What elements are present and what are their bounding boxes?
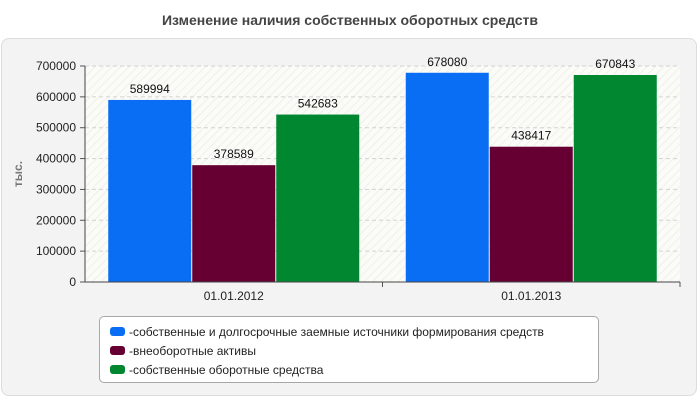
data-label: 589994 <box>130 82 170 96</box>
y-tick-label: 500000 <box>36 121 76 135</box>
legend-swatch <box>110 327 125 336</box>
data-label: 438417 <box>511 129 551 143</box>
bar <box>192 165 276 282</box>
legend-prefix: - <box>129 343 133 358</box>
bar <box>276 114 360 282</box>
data-label: 670843 <box>595 57 635 71</box>
data-label: 678080 <box>427 55 467 69</box>
y-tick-label: 300000 <box>36 182 76 196</box>
y-tick-label: 100000 <box>36 244 76 258</box>
y-tick-label: 0 <box>69 275 76 289</box>
legend-swatch <box>110 346 125 355</box>
legend-item: - внеоборотные активы <box>110 341 598 360</box>
chart-title: Изменение наличия собственных оборотных … <box>161 12 539 28</box>
y-axis-label: тыс. <box>11 161 25 187</box>
bar <box>405 72 489 282</box>
bar <box>108 99 192 283</box>
legend-label: собственные и долгосрочные заемные источ… <box>133 324 544 339</box>
legend-item: - собственные и долгосрочные заемные ист… <box>110 322 598 341</box>
legend-label: собственные оборотные средства <box>133 362 324 377</box>
y-tick-label: 400000 <box>36 152 76 166</box>
x-tick-label: 01.01.2012 <box>204 289 264 303</box>
legend-item: - собственные оборотные средства <box>110 360 598 379</box>
legend-label: внеоборотные активы <box>133 343 256 358</box>
y-tick-label: 200000 <box>36 213 76 227</box>
x-tick-label: 01.01.2013 <box>501 289 561 303</box>
y-tick-label: 600000 <box>36 90 76 104</box>
bar <box>489 146 573 282</box>
legend-prefix: - <box>129 362 133 377</box>
y-tick-label: 700000 <box>36 59 76 73</box>
legend-swatch <box>110 365 125 374</box>
legend: - собственные и долгосрочные заемные ист… <box>99 316 599 383</box>
legend-prefix: - <box>129 324 133 339</box>
data-label: 542683 <box>298 97 338 111</box>
data-label: 378589 <box>214 147 254 161</box>
bar <box>573 74 657 283</box>
